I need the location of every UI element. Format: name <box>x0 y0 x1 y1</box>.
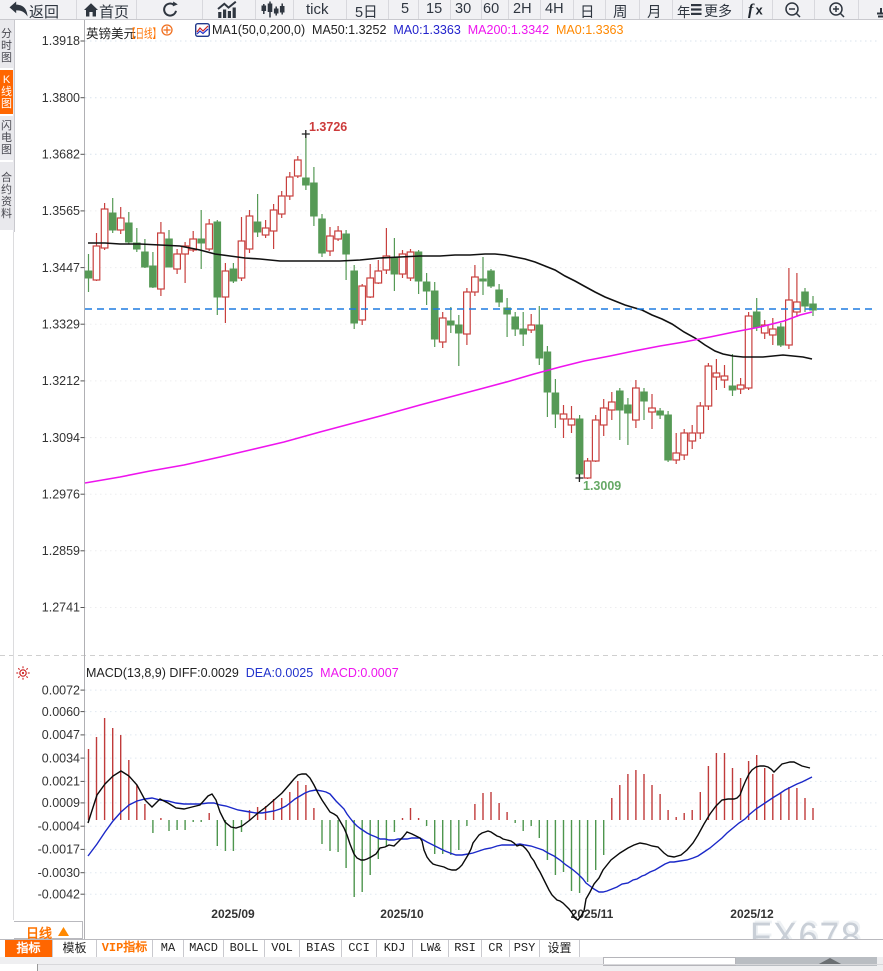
svg-text:0.0034: 0.0034 <box>42 751 80 765</box>
svg-text:0.0047: 0.0047 <box>42 728 80 742</box>
svg-text:1.3565: 1.3565 <box>42 204 80 218</box>
svg-text:0.0072: 0.0072 <box>42 683 80 697</box>
svg-text:2025/11: 2025/11 <box>571 907 614 921</box>
svg-text:-0.0030: -0.0030 <box>38 866 80 880</box>
svg-text:0.0009: 0.0009 <box>42 796 80 810</box>
svg-text:1.3918: 1.3918 <box>42 34 80 48</box>
svg-text:1.2741: 1.2741 <box>42 601 80 615</box>
svg-text:x: x <box>756 3 764 18</box>
svg-text:-0.0042: -0.0042 <box>38 887 80 901</box>
svg-text:1.2859: 1.2859 <box>42 544 80 558</box>
svg-text:1.3212: 1.3212 <box>42 374 80 388</box>
svg-text:1.3682: 1.3682 <box>42 148 80 162</box>
svg-text:-0.0017: -0.0017 <box>38 843 80 857</box>
svg-text:1.3447: 1.3447 <box>42 261 80 275</box>
svg-text:2025/10: 2025/10 <box>380 907 424 921</box>
svg-text:1.3329: 1.3329 <box>42 317 80 331</box>
svg-text:1.3009: 1.3009 <box>583 479 621 493</box>
svg-text:1.3726: 1.3726 <box>309 120 347 134</box>
svg-text:1.3094: 1.3094 <box>42 431 80 445</box>
svg-text:1.2976: 1.2976 <box>42 487 80 501</box>
svg-text:1.3800: 1.3800 <box>42 91 80 105</box>
svg-text:-0.0004: -0.0004 <box>38 819 80 833</box>
svg-text:2025/12: 2025/12 <box>730 907 774 921</box>
svg-text:2025/09: 2025/09 <box>211 907 255 921</box>
svg-text:0.0060: 0.0060 <box>42 705 80 719</box>
svg-text:0.0021: 0.0021 <box>42 775 80 789</box>
svg-text:f: f <box>748 2 755 19</box>
